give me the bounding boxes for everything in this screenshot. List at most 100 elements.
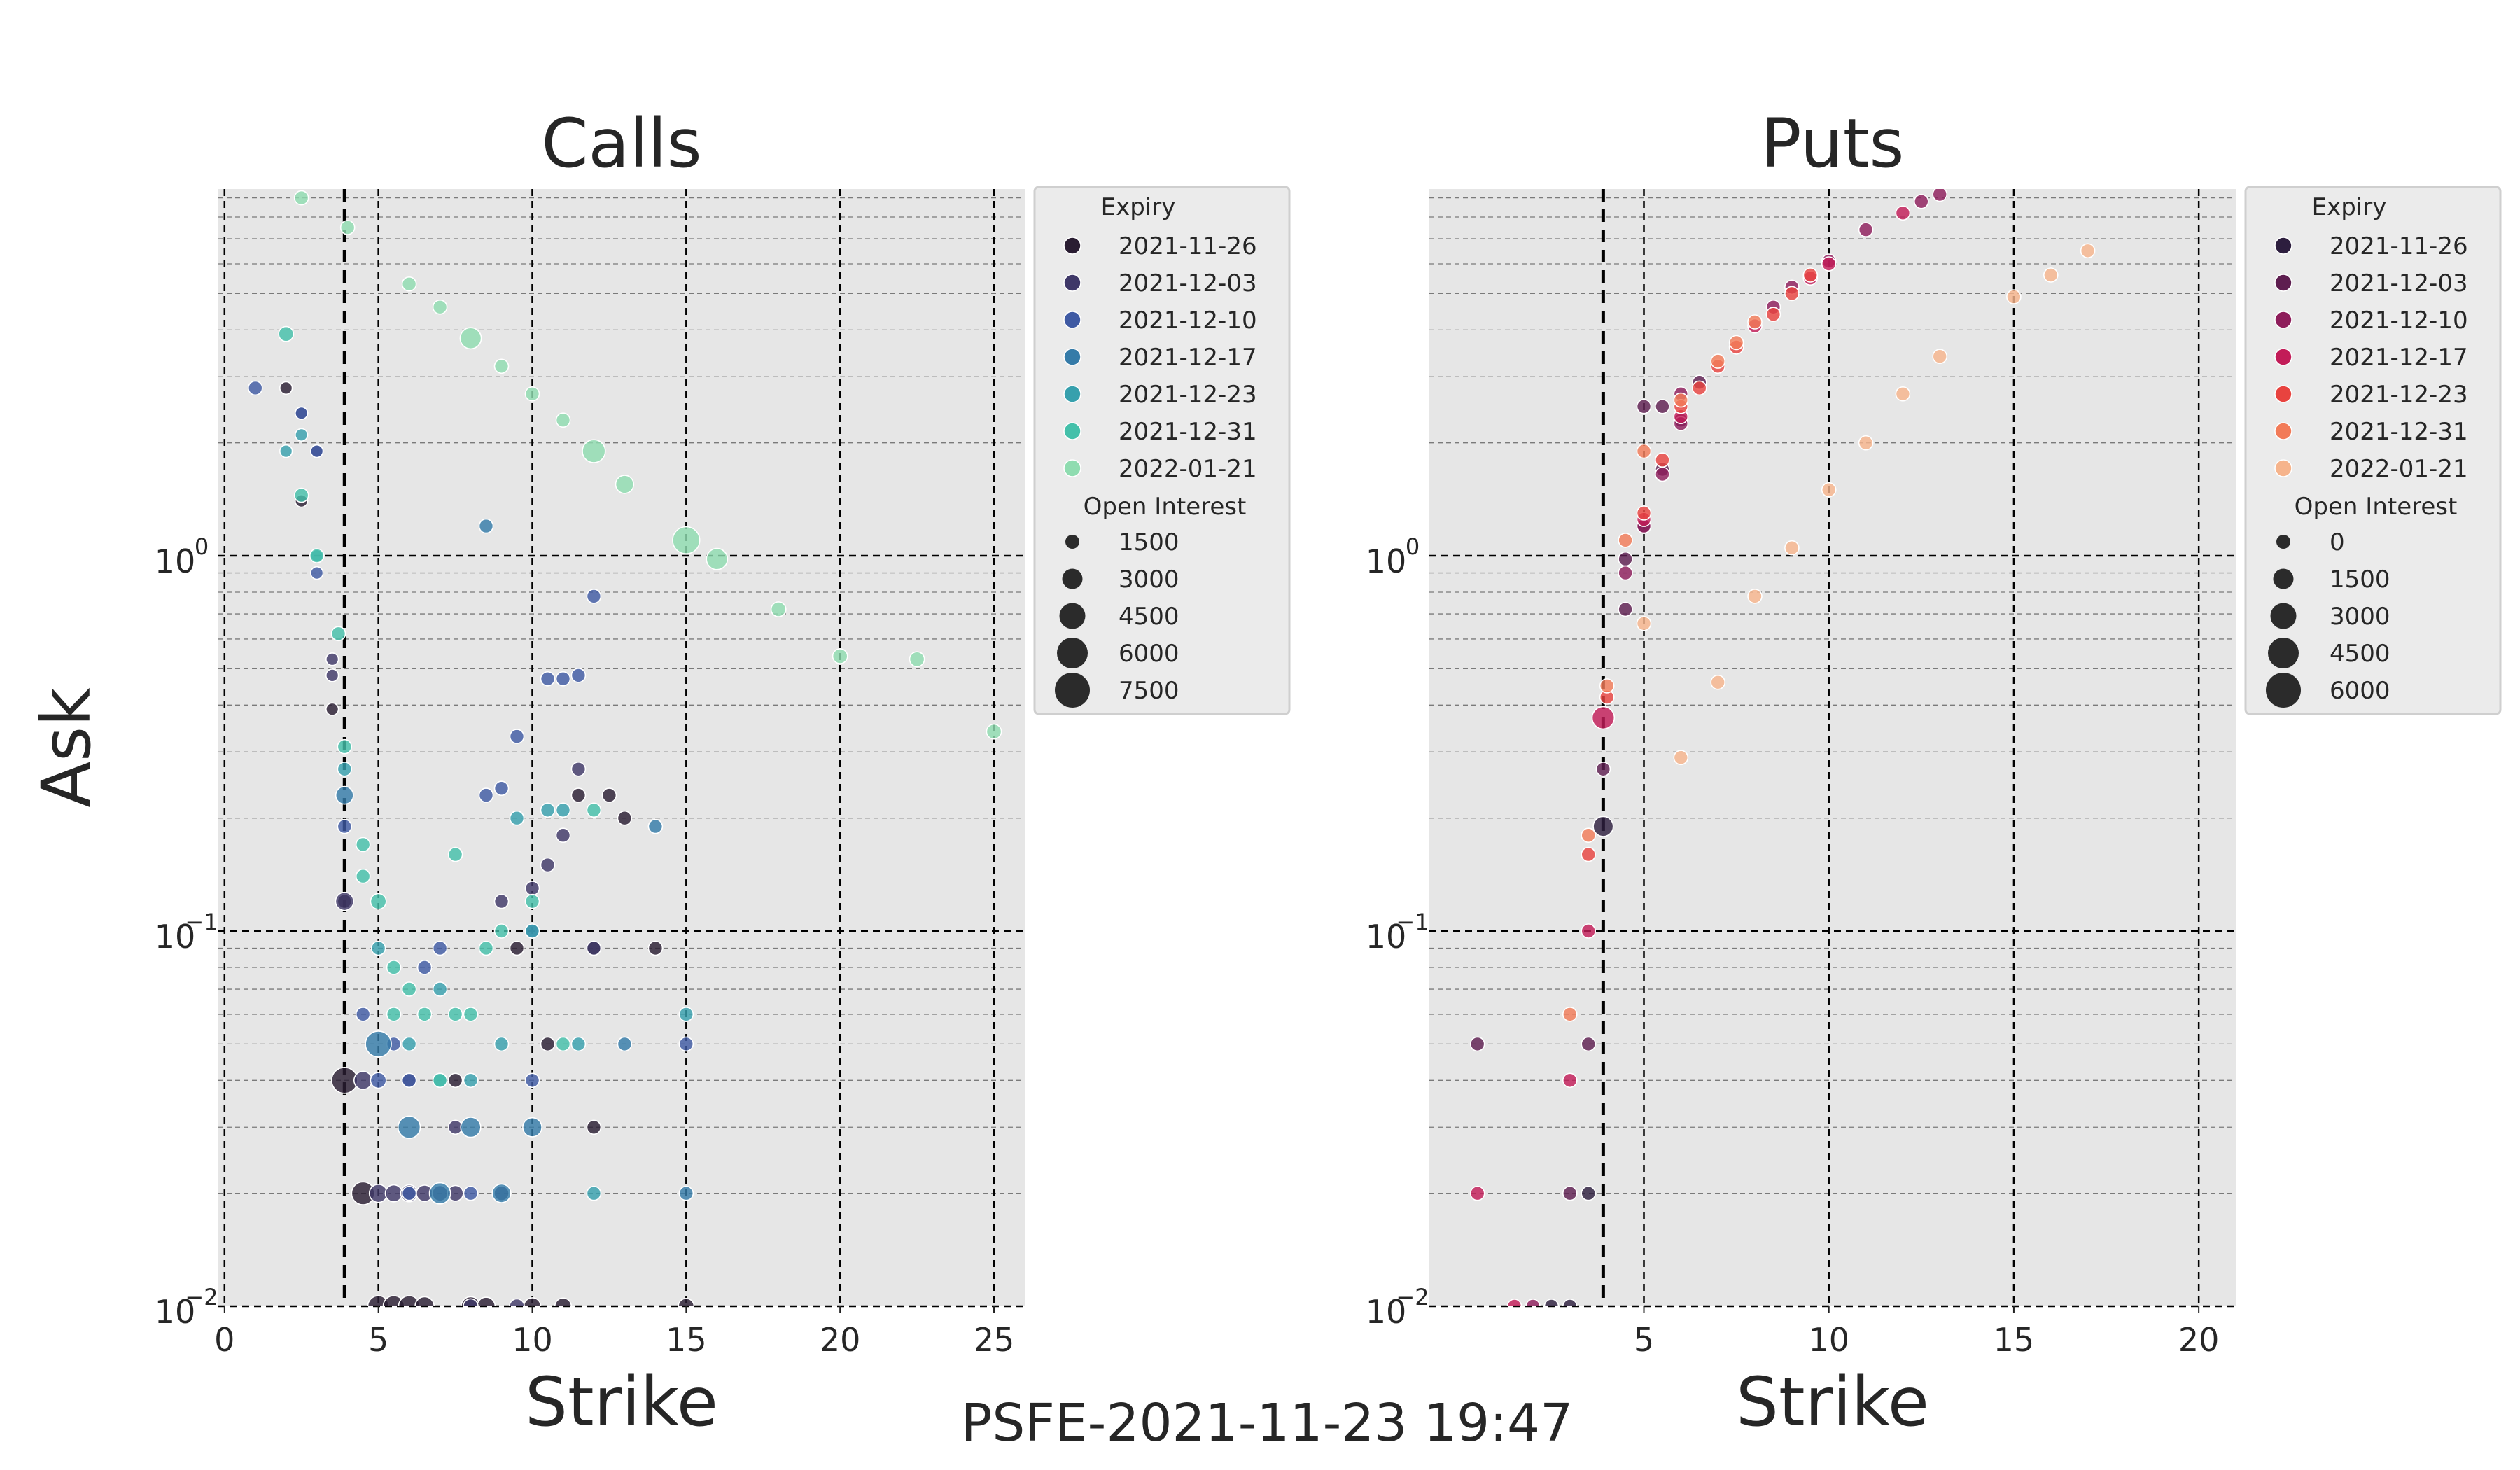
data-point — [1932, 349, 1947, 365]
data-point — [1636, 443, 1652, 459]
data-point — [293, 487, 309, 503]
data-point — [1821, 256, 1837, 272]
legend-frame — [2244, 186, 2502, 715]
points-puts — [1469, 189, 2096, 1306]
legend-marker — [1063, 459, 1082, 477]
legend-size-entry: 6000 — [1119, 640, 1180, 668]
legend-entry: 2021-12-17 — [2330, 344, 2468, 372]
plot-area-puts — [1429, 189, 2236, 1306]
data-point — [295, 428, 309, 442]
data-point — [1506, 1298, 1522, 1306]
data-point — [337, 738, 353, 755]
data-point — [1618, 601, 1633, 617]
legend-entry: 2021-12-31 — [1119, 418, 1257, 446]
data-point — [1618, 533, 1633, 548]
data-point — [491, 1183, 512, 1203]
legend-size-entry: 7500 — [1119, 677, 1180, 705]
data-point — [648, 940, 664, 956]
data-point — [335, 891, 354, 911]
data-point — [1544, 1298, 1560, 1306]
data-point — [459, 327, 482, 350]
legend-size-title: Open Interest — [1084, 493, 1247, 521]
legend-size-entry: 1500 — [2330, 566, 2390, 594]
legend-size-marker — [2273, 568, 2294, 589]
data-point — [1784, 540, 1800, 556]
data-point — [586, 1185, 602, 1201]
data-point — [1469, 1185, 1485, 1201]
x-tick-label: 10 — [512, 1321, 553, 1359]
data-point — [570, 788, 587, 803]
y-tick-label: 10 — [1366, 542, 1407, 580]
data-point — [1636, 505, 1652, 521]
points-calls — [247, 190, 1002, 1306]
data-point — [524, 1072, 540, 1088]
data-point — [1562, 1007, 1578, 1022]
data-point — [337, 762, 353, 777]
data-point — [355, 836, 371, 853]
data-point — [1581, 1036, 1596, 1052]
data-point — [523, 1297, 542, 1306]
data-point — [330, 626, 346, 642]
legend-calls: Expiry 2021-11-26 2021-12-03 2021-12-10 2021… — [1033, 186, 1291, 715]
data-point — [326, 652, 340, 666]
data-point — [401, 1185, 417, 1201]
data-point — [401, 981, 417, 997]
panel-title-calls: Calls — [541, 104, 701, 183]
data-point — [463, 1185, 479, 1201]
data-point — [586, 802, 602, 818]
data-point — [540, 1036, 556, 1052]
legend-marker — [2274, 422, 2292, 440]
x-axis-title-puts: Strike — [1736, 1363, 1929, 1441]
legend-marker — [1063, 422, 1082, 440]
data-point — [1914, 193, 1929, 209]
panel-puts: 5 10 15 2010−210−1100PutsStrikeExpiry2021-1… — [1366, 104, 2502, 1441]
data-point — [524, 386, 540, 402]
y-tick-exponent: −1 — [1396, 909, 1429, 935]
data-point — [678, 1298, 695, 1306]
legend-size-marker — [1062, 568, 1083, 589]
x-tick-label: 0 — [214, 1321, 234, 1359]
data-point — [1895, 205, 1911, 221]
data-point — [554, 1297, 572, 1306]
data-point — [1655, 398, 1670, 414]
data-point — [401, 276, 417, 292]
legend-entry: 2021-12-31 — [2330, 418, 2468, 446]
data-point — [570, 1036, 587, 1052]
data-point — [601, 788, 617, 803]
data-point — [447, 1072, 463, 1088]
data-point — [1655, 466, 1670, 482]
data-point — [370, 892, 387, 910]
data-point — [370, 940, 386, 956]
data-point — [1895, 386, 1911, 402]
legend-size-entry: 3000 — [2330, 603, 2390, 631]
data-point — [1525, 1298, 1541, 1306]
data-point — [478, 518, 494, 534]
data-point — [355, 868, 371, 884]
data-point — [770, 601, 787, 617]
legend-entry: 2021-12-23 — [2330, 381, 2468, 409]
data-point — [309, 548, 325, 564]
data-point — [1599, 678, 1615, 694]
data-point — [524, 893, 540, 909]
data-point — [1562, 1072, 1578, 1088]
legend-size-marker — [2266, 673, 2301, 708]
legend-hue-title: Expiry — [1101, 193, 1176, 221]
data-point — [509, 729, 525, 744]
legend-marker — [1063, 348, 1082, 366]
data-point — [414, 1296, 435, 1306]
data-point — [1636, 398, 1652, 414]
y-tick-exponent: −1 — [185, 909, 218, 935]
data-point — [1581, 923, 1596, 939]
data-point — [586, 940, 602, 956]
legend-marker — [2274, 385, 2292, 403]
data-point — [447, 846, 463, 862]
data-point — [1802, 267, 1819, 283]
y-axis-title-calls: Ask — [27, 687, 106, 808]
data-point — [1858, 435, 1874, 451]
data-point — [540, 857, 556, 873]
data-point — [1747, 314, 1763, 330]
data-point — [524, 923, 540, 939]
legend-marker — [2274, 237, 2292, 255]
data-point — [909, 651, 925, 668]
x-tick-label: 5 — [1634, 1321, 1654, 1359]
